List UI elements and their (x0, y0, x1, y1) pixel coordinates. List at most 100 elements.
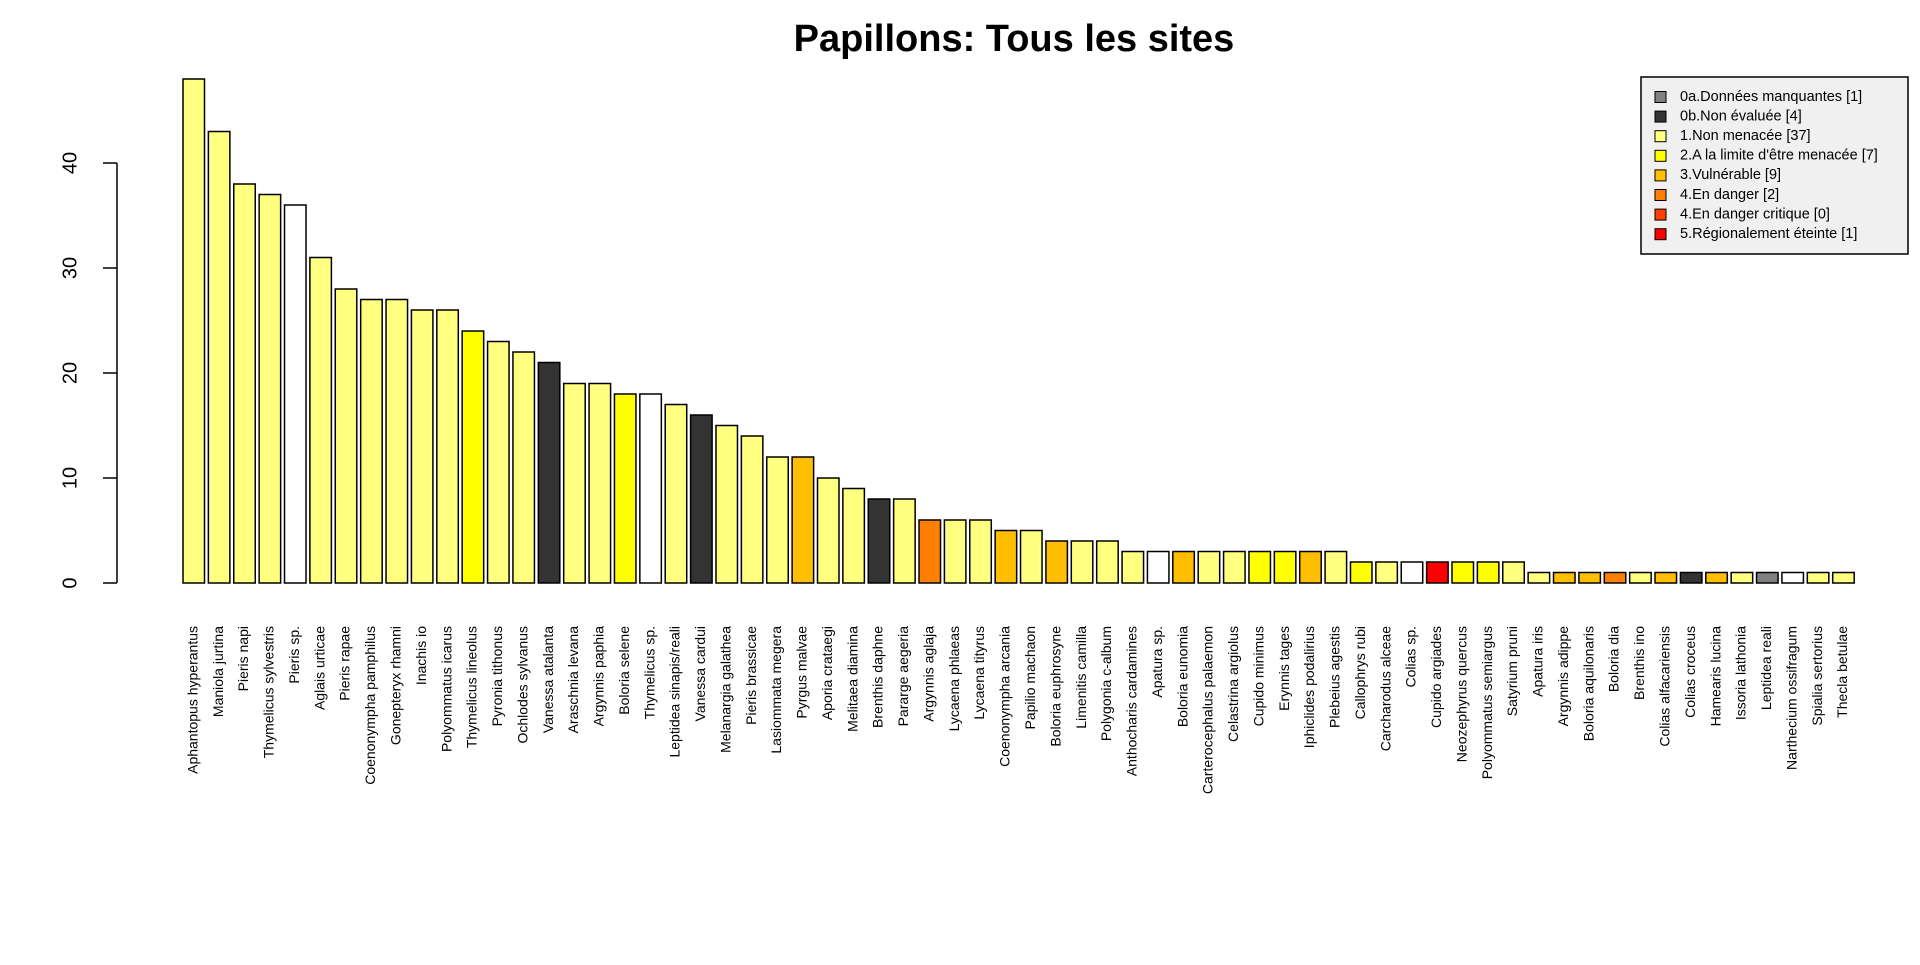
x-tick-label: Pieris napi (235, 626, 251, 691)
legend-swatch (1654, 130, 1667, 143)
x-tick-label: Vanessa cardui (692, 626, 708, 721)
x-tick-label: Boloria eunomia (1174, 626, 1190, 727)
y-tick-label: 0 (59, 577, 81, 588)
x-tick-label: Lycaena tityrus (971, 626, 987, 720)
bar (943, 519, 967, 584)
x-tick-label: Pieris brassicae (743, 626, 759, 725)
x-tick-label: Plebeius agestis (1327, 626, 1343, 728)
chart-title: Papillons: Tous les sites (794, 18, 1235, 60)
bar (1730, 571, 1754, 584)
bar (791, 456, 815, 584)
x-tick-label: Gonepteryx rhamni (387, 626, 403, 745)
bar (1172, 550, 1196, 584)
x-tick-label: Lasiommata megera (768, 626, 784, 754)
x-tick-label: Leptidea sinapis/reali (667, 626, 683, 758)
bar (1628, 571, 1652, 584)
bar (1603, 571, 1627, 584)
legend-label: 3.Vulnérable [9] (1680, 167, 1781, 183)
x-tick-label: Iphiclides podalirius (1301, 626, 1317, 748)
x-tick-label: Coenonympha arcania (997, 626, 1013, 767)
bar (613, 393, 637, 584)
x-tick-label: Leptidea reali (1758, 626, 1774, 710)
bar (1146, 550, 1170, 584)
bar (1451, 561, 1475, 584)
x-tick-label: Thymelicus lineolus (464, 626, 480, 748)
x-tick-label: Maniola jurtina (210, 626, 226, 717)
bar (1248, 550, 1272, 584)
legend-label: 1.Non menacée [37] (1680, 128, 1811, 144)
legend-label: 4.En danger [2] (1680, 187, 1779, 203)
x-tick-label: Apatura sp. (1149, 626, 1165, 698)
x-tick-label: Inachis io (413, 626, 429, 685)
bar (1273, 550, 1297, 584)
bar (1019, 529, 1043, 584)
bar (359, 298, 383, 584)
bar (740, 435, 764, 584)
bar (1222, 550, 1246, 584)
x-tick-label: Carterocephalus palaemon (1200, 626, 1216, 794)
bar (233, 183, 257, 584)
bar (1425, 561, 1449, 584)
bar (1375, 561, 1399, 584)
x-tick-label: Polygonia c-album (1098, 626, 1114, 741)
bar (1400, 561, 1424, 584)
x-tick-label: Brenthis ino (1631, 626, 1647, 700)
bar (1324, 550, 1348, 584)
bar (715, 424, 739, 584)
x-tick-label: Coenonympha pamphilus (362, 626, 378, 785)
bar (1298, 550, 1322, 584)
legend-swatch (1654, 228, 1667, 241)
legend-swatch (1654, 91, 1667, 103)
bars-group (182, 78, 1855, 584)
x-tick-label: Pieris rapae (337, 626, 353, 701)
bar (410, 309, 434, 584)
legend-label: 2.A la limite d'être menacée [7] (1680, 148, 1878, 164)
bar (486, 340, 510, 584)
x-tick-label: Melanargia galathea (717, 626, 733, 753)
x-tick-label: Celastrina argiolus (1225, 626, 1241, 742)
x-tick-labels: Aphantopus hyperantus Maniola jurtina Pier… (184, 626, 1850, 794)
legend-label: 5.Régionalement éteinte [1] (1680, 226, 1857, 242)
x-tick-label: Lycaena phlaeas (946, 626, 962, 731)
bar (537, 361, 561, 584)
y-tick-label: 40 (59, 152, 81, 174)
x-tick-label: Argynnis aglaja (920, 626, 936, 722)
bar (1502, 561, 1526, 584)
y-tick-label: 30 (59, 257, 81, 279)
legend-box (1640, 76, 1909, 255)
bar (969, 519, 993, 584)
bar (1705, 571, 1729, 584)
bar (283, 204, 307, 584)
x-tick-label: Boloria euphrosyne (1047, 626, 1063, 747)
bar (664, 403, 688, 584)
bar (1654, 571, 1678, 584)
x-tick-label: Pyronia tithonus (489, 626, 505, 726)
bar (1349, 561, 1373, 584)
x-tick-label: Colias alfacariensis (1656, 626, 1672, 747)
bar (588, 382, 612, 584)
y-tick-label: 10 (59, 467, 81, 489)
x-tick-label: Argynnis paphia (591, 626, 607, 727)
x-tick-label: Thymelicus sylvestris (261, 626, 277, 758)
x-tick-label: Neozephyrus quercus (1453, 626, 1469, 762)
bar (436, 309, 460, 584)
x-tick-label: Aphantopus hyperantus (184, 626, 200, 774)
x-tick-label: Satyrium pruni (1504, 626, 1520, 716)
x-tick-label: Hamearis lucina (1707, 626, 1723, 727)
bar (867, 498, 891, 584)
x-tick-label: Brenthis daphne (870, 626, 886, 728)
bar (562, 382, 586, 584)
x-tick-label: Polyommatus icarus (438, 626, 454, 752)
x-tick-label: Boloria selene (616, 626, 632, 715)
bar (918, 519, 942, 584)
x-tick-label: Colias sp. (1403, 626, 1419, 687)
x-tick-label: Limenitis camilla (1073, 626, 1089, 729)
x-tick-label: Araschnia levana (565, 626, 581, 734)
x-tick-label: Issoria lathonia (1733, 626, 1749, 720)
x-tick-label: Papilio machaon (1022, 626, 1038, 730)
bar (1755, 571, 1779, 584)
x-tick-label: Polyommatus semiargus (1479, 626, 1495, 779)
x-tick-label: Callophrys rubi (1352, 626, 1368, 719)
bar (385, 298, 409, 584)
